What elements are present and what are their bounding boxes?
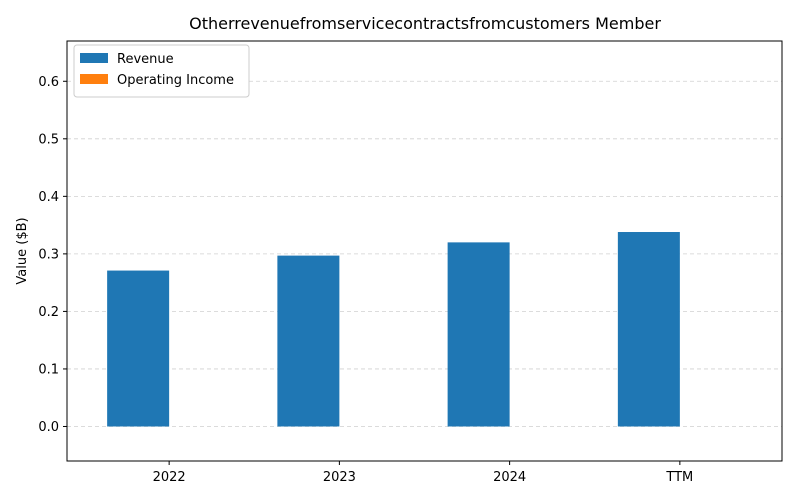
chart-title: Otherrevenuefromservicecontractsfromcust…: [189, 14, 661, 33]
y-axis-ticks: 0.0 0.1 0.2 0.3 0.4 0.5 0.6: [38, 75, 67, 435]
bar-revenue-ttm: [617, 232, 680, 427]
y-tick-label: 0.0: [38, 420, 59, 435]
bar-revenue-2024: [447, 242, 510, 427]
y-tick-label: 0.3: [38, 247, 59, 262]
bar-revenue-2022: [107, 270, 170, 427]
y-axis-label: Value ($B): [15, 217, 30, 284]
legend-label: Operating Income: [117, 73, 234, 88]
legend-label: Revenue: [117, 52, 174, 67]
x-tick-label: 2023: [323, 470, 356, 485]
y-tick-label: 0.6: [38, 75, 59, 90]
y-tick-label: 0.5: [38, 132, 59, 147]
y-tick-label: 0.1: [38, 362, 59, 377]
x-tick-label: 2024: [493, 470, 526, 485]
bars: [107, 232, 680, 427]
x-tick-label: TTM: [665, 470, 693, 485]
plot-frame: [66, 40, 783, 462]
legend: Revenue Operating Income: [73, 44, 250, 98]
legend-swatch: [80, 53, 108, 63]
legend-box: [73, 44, 250, 98]
y-tick-label: 0.2: [38, 305, 59, 320]
legend-swatch: [80, 74, 108, 84]
bar-revenue-2023: [277, 255, 340, 427]
x-axis-ticks: 2022 2023 2024 TTM: [153, 461, 693, 485]
y-tick-label: 0.4: [38, 190, 59, 205]
x-tick-label: 2022: [153, 470, 186, 485]
